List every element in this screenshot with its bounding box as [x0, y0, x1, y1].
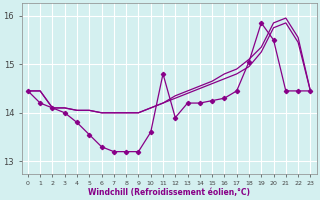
- X-axis label: Windchill (Refroidissement éolien,°C): Windchill (Refroidissement éolien,°C): [88, 188, 250, 197]
